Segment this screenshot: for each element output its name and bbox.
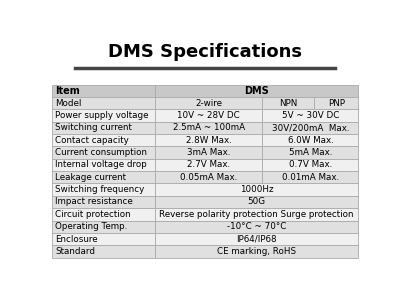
- Text: 3mA Max.: 3mA Max.: [187, 148, 230, 157]
- Bar: [155, 146, 262, 159]
- Text: Impact resistance: Impact resistance: [55, 197, 133, 206]
- Text: Power supply voltage: Power supply voltage: [55, 111, 149, 120]
- Text: DMS: DMS: [244, 86, 269, 96]
- Text: 0.7V Max.: 0.7V Max.: [289, 160, 332, 169]
- Bar: [262, 134, 358, 146]
- Text: Switching frequency: Switching frequency: [55, 185, 144, 194]
- Text: CE marking, RoHS: CE marking, RoHS: [217, 247, 296, 256]
- Text: 5mA Max.: 5mA Max.: [289, 148, 332, 157]
- Text: 2-wire: 2-wire: [195, 99, 222, 107]
- Text: 0.01mA Max.: 0.01mA Max.: [282, 173, 339, 182]
- Bar: [262, 146, 358, 159]
- Text: 10V ~ 28V DC: 10V ~ 28V DC: [177, 111, 240, 120]
- Bar: [52, 196, 155, 208]
- Text: 2.7V Max.: 2.7V Max.: [187, 160, 230, 169]
- Bar: [155, 233, 358, 245]
- Bar: [52, 97, 155, 109]
- Bar: [155, 84, 358, 97]
- Text: Enclosure: Enclosure: [55, 234, 98, 244]
- Text: 1000Hz: 1000Hz: [240, 185, 274, 194]
- Bar: [52, 109, 155, 121]
- Bar: [155, 97, 262, 109]
- Bar: [52, 134, 155, 146]
- Bar: [155, 245, 358, 258]
- Bar: [155, 134, 262, 146]
- Text: Internal voltage drop: Internal voltage drop: [55, 160, 147, 169]
- Text: -10°C ~ 70°C: -10°C ~ 70°C: [227, 222, 286, 231]
- Text: 2.8W Max.: 2.8W Max.: [186, 136, 232, 145]
- Bar: [262, 121, 358, 134]
- Text: Circuit protection: Circuit protection: [55, 210, 131, 219]
- Bar: [262, 159, 358, 171]
- Text: Standard: Standard: [55, 247, 95, 256]
- Bar: [262, 97, 314, 109]
- Bar: [52, 220, 155, 233]
- Text: Item: Item: [55, 86, 80, 96]
- Bar: [52, 245, 155, 258]
- Text: Contact capacity: Contact capacity: [55, 136, 129, 145]
- Text: 5V ~ 30V DC: 5V ~ 30V DC: [282, 111, 339, 120]
- Bar: [155, 109, 262, 121]
- Bar: [52, 84, 155, 97]
- Text: IP64/IP68: IP64/IP68: [236, 234, 277, 244]
- Bar: [52, 159, 155, 171]
- Text: 2.5mA ~ 100mA: 2.5mA ~ 100mA: [172, 123, 245, 132]
- Text: 50G: 50G: [248, 197, 266, 206]
- Bar: [155, 183, 358, 196]
- Bar: [155, 220, 358, 233]
- Text: 6.0W Max.: 6.0W Max.: [288, 136, 333, 145]
- Text: Operating Temp.: Operating Temp.: [55, 222, 128, 231]
- Bar: [155, 121, 262, 134]
- Text: Leakage current: Leakage current: [55, 173, 126, 182]
- Bar: [52, 146, 155, 159]
- Text: 0.05mA Max.: 0.05mA Max.: [180, 173, 237, 182]
- Bar: [155, 171, 262, 183]
- Bar: [52, 208, 155, 220]
- Bar: [262, 171, 358, 183]
- Text: Model: Model: [55, 99, 82, 107]
- Text: DMS Specifications: DMS Specifications: [108, 43, 302, 61]
- Bar: [155, 196, 358, 208]
- Bar: [52, 183, 155, 196]
- Bar: [52, 121, 155, 134]
- Bar: [52, 171, 155, 183]
- Bar: [314, 97, 358, 109]
- Text: Switching current: Switching current: [55, 123, 132, 132]
- Bar: [155, 159, 262, 171]
- Text: Reverse polarity protection Surge protection: Reverse polarity protection Surge protec…: [159, 210, 354, 219]
- Text: Current consumption: Current consumption: [55, 148, 147, 157]
- Text: NPN: NPN: [279, 99, 297, 107]
- Bar: [155, 208, 358, 220]
- Bar: [262, 109, 358, 121]
- Bar: [52, 233, 155, 245]
- Text: 30V/200mA  Max.: 30V/200mA Max.: [272, 123, 349, 132]
- Text: PNP: PNP: [328, 99, 345, 107]
